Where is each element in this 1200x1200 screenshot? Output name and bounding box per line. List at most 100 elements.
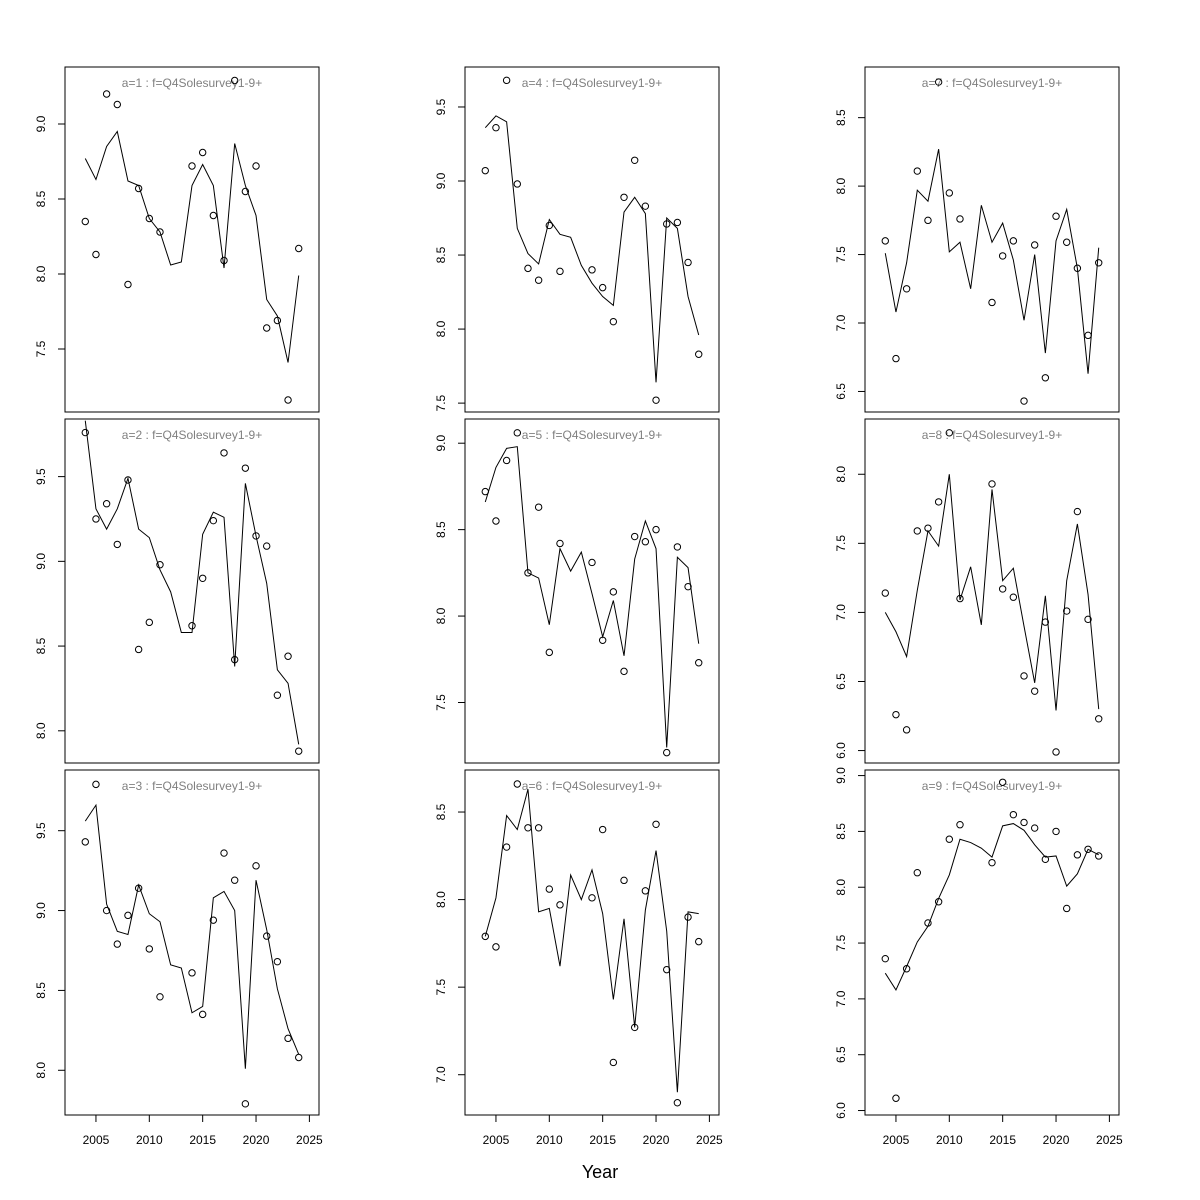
data-point xyxy=(1030,824,1039,832)
data-point xyxy=(1020,672,1028,680)
data-point xyxy=(1052,212,1060,220)
plot-frame xyxy=(864,418,1120,764)
data-point xyxy=(545,648,554,657)
data-point xyxy=(881,237,889,245)
data-point xyxy=(881,589,889,597)
data-point xyxy=(902,726,911,734)
x-tick-label: 2015 xyxy=(189,1133,216,1147)
y-tick-label: 9.5 xyxy=(34,822,48,839)
data-point xyxy=(1063,238,1071,246)
y-tick-label: 6.5 xyxy=(834,1046,848,1063)
data-point xyxy=(998,252,1007,260)
fitted-line xyxy=(484,446,700,748)
data-point xyxy=(934,498,943,506)
data-point xyxy=(945,835,954,843)
data-point xyxy=(263,932,271,940)
data-point xyxy=(881,954,889,963)
data-point xyxy=(892,354,900,363)
data-point xyxy=(902,285,911,293)
panel: a=6 : f=Q4Solesurvey1-9+ 7.0 7.5 8.0 8.5 2005… xyxy=(434,769,723,1147)
data-point xyxy=(252,532,260,540)
y-tick-label: 7.5 xyxy=(834,246,848,263)
data-point xyxy=(695,350,703,358)
data-point xyxy=(1063,607,1071,615)
data-point xyxy=(220,449,228,457)
data-point xyxy=(588,266,596,274)
data-point xyxy=(113,940,121,948)
fitted-line xyxy=(484,115,700,383)
panel-title: a=1 : f=Q4Solesurvey1-9+ xyxy=(122,76,262,90)
panel-title: a=4 : f=Q4Solesurvey1-9+ xyxy=(522,76,662,90)
y-tick-label: 9.5 xyxy=(34,468,48,485)
x-tick-label: 2005 xyxy=(83,1133,110,1147)
x-tick-label: 2005 xyxy=(883,1133,910,1147)
data-point xyxy=(913,527,921,535)
y-tick-label: 9.0 xyxy=(34,553,48,570)
data-point xyxy=(598,825,607,834)
data-point xyxy=(241,1100,250,1108)
data-point xyxy=(81,838,89,846)
data-point xyxy=(630,156,639,164)
data-point xyxy=(695,659,703,667)
y-tick-label: 8.0 xyxy=(434,607,448,624)
data-point xyxy=(956,821,964,829)
data-point xyxy=(252,862,260,870)
plot-frame xyxy=(64,769,320,1116)
panel-title: a=2 : f=Q4Solesurvey1-9+ xyxy=(122,428,262,442)
data-point xyxy=(502,843,511,851)
data-point xyxy=(252,162,260,170)
data-point xyxy=(513,429,521,437)
data-point xyxy=(492,124,500,132)
panel-title: a=5 : f=Q4Solesurvey1-9+ xyxy=(522,428,662,442)
y-tick-label: 7.0 xyxy=(834,314,848,331)
data-point xyxy=(295,1053,303,1062)
data-point xyxy=(1095,852,1103,860)
panel-title: a=9 : f=Q4Solesurvey1-9+ xyxy=(922,779,1062,793)
data-point xyxy=(81,428,89,437)
data-point xyxy=(556,539,564,548)
data-point xyxy=(156,993,164,1001)
y-tick-label: 7.5 xyxy=(434,978,448,995)
x-tick-label: 2020 xyxy=(643,1133,670,1147)
panel-title: a=7 : f=Q4Solesurvey1-9+ xyxy=(922,76,1062,90)
data-point xyxy=(241,187,250,196)
data-point xyxy=(113,100,121,109)
data-point xyxy=(102,90,111,98)
data-point xyxy=(145,618,154,627)
y-tick-label: 8.0 xyxy=(434,320,448,337)
data-point xyxy=(92,780,100,789)
fitted-line xyxy=(884,474,1100,711)
y-tick-label: 7.5 xyxy=(834,535,848,552)
data-point xyxy=(556,267,564,276)
plot-frame xyxy=(464,418,720,764)
data-point xyxy=(145,214,154,223)
y-tick-label: 8.0 xyxy=(834,177,848,194)
data-point xyxy=(641,538,650,546)
y-tick-label: 8.0 xyxy=(34,265,48,282)
data-point xyxy=(156,228,164,236)
x-tick-label: 2020 xyxy=(243,1133,270,1147)
y-tick-label: 8.5 xyxy=(34,190,48,207)
x-tick-label: 2025 xyxy=(696,1133,723,1147)
y-tick-label: 9.0 xyxy=(434,435,448,452)
data-point xyxy=(545,221,554,230)
panel: a=3 : f=Q4Solesurvey1-9+ 8.0 8.5 9.0 9.5 2005… xyxy=(34,769,323,1147)
data-point xyxy=(630,532,639,541)
y-tick-label: 8.0 xyxy=(34,722,48,739)
fitted-line xyxy=(884,149,1100,374)
fitted-line xyxy=(84,420,300,745)
y-tick-label: 8.5 xyxy=(34,982,48,999)
data-point xyxy=(1041,855,1050,864)
data-point xyxy=(209,211,218,220)
plot-frame xyxy=(864,66,1120,413)
data-point xyxy=(673,543,682,551)
y-tick-label: 9.0 xyxy=(34,902,48,919)
data-point xyxy=(545,885,554,893)
y-tick-label: 7.5 xyxy=(34,340,48,357)
data-point xyxy=(1020,818,1028,827)
data-point xyxy=(198,148,207,157)
data-point xyxy=(113,540,121,549)
fitted-line xyxy=(84,803,300,1069)
fitted-line xyxy=(84,130,300,363)
plot-frame xyxy=(64,66,320,413)
